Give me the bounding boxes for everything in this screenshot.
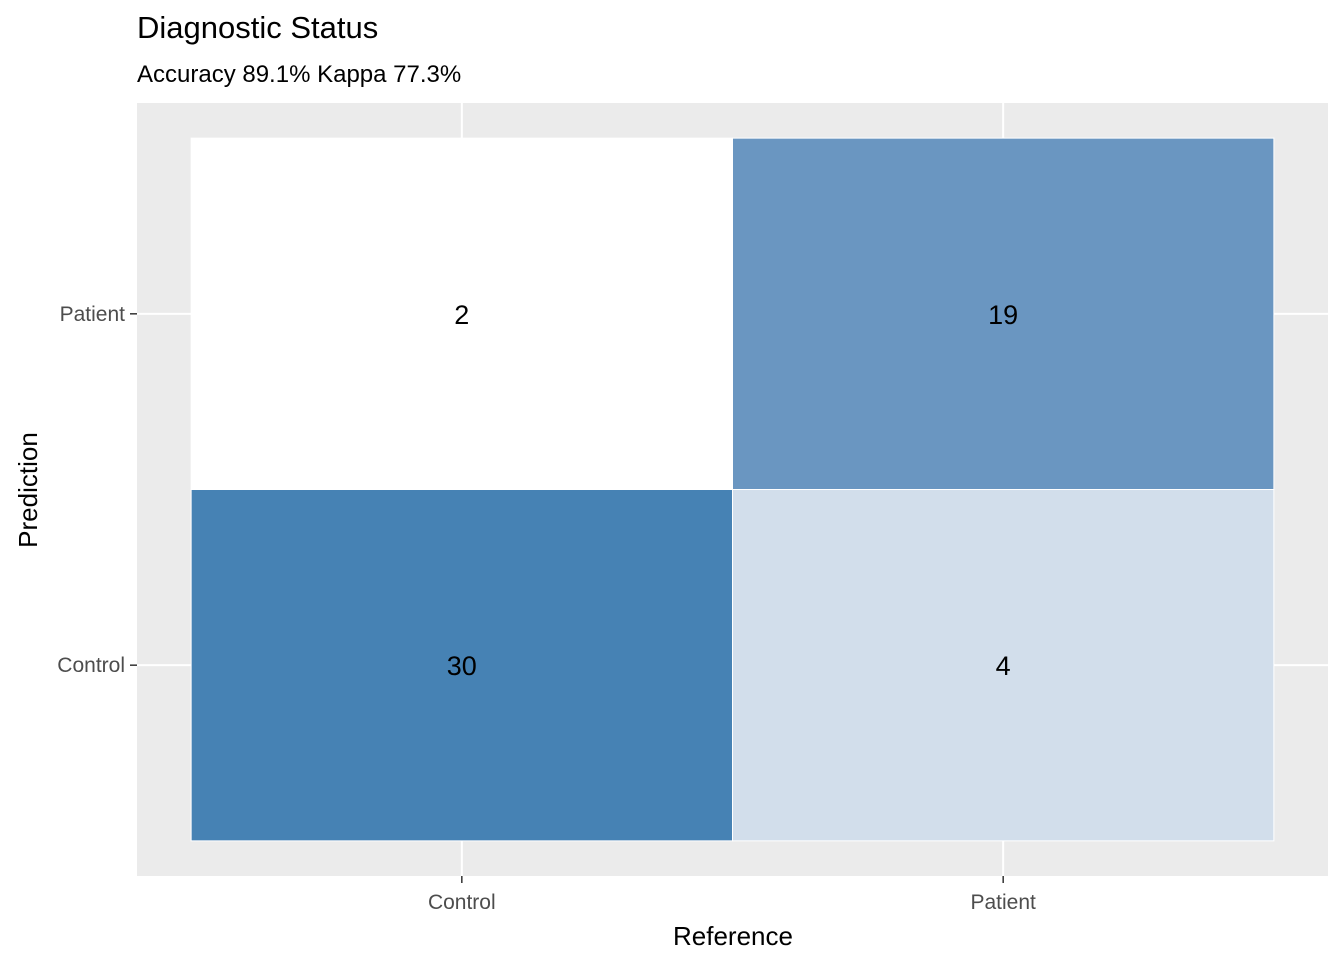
y-axis-title: Prediction <box>13 432 43 548</box>
cell-value-label: 30 <box>447 651 477 681</box>
cell-value-label: 4 <box>996 651 1011 681</box>
cell-value-label: 2 <box>454 300 469 330</box>
axes: Control Patient Control Patient <box>57 303 1036 914</box>
cell-labels: 2 19 30 4 <box>447 300 1018 681</box>
heatmap-cells <box>190 137 1275 842</box>
y-tick-label: Control <box>57 654 125 677</box>
chart-title: Diagnostic Status <box>137 10 379 45</box>
heatmap-cell <box>732 489 1275 842</box>
x-tick-label: Control <box>428 891 496 914</box>
heatmap-cell <box>732 137 1275 491</box>
y-tick-label: Patient <box>60 303 126 326</box>
heatmap-cell <box>190 489 734 842</box>
cell-value-label: 19 <box>988 300 1018 330</box>
x-tick-label: Patient <box>970 891 1036 914</box>
chart-subtitle: Accuracy 89.1% Kappa 77.3% <box>137 61 462 88</box>
x-axis-title: Reference <box>673 921 793 951</box>
heatmap-cell <box>190 137 734 491</box>
